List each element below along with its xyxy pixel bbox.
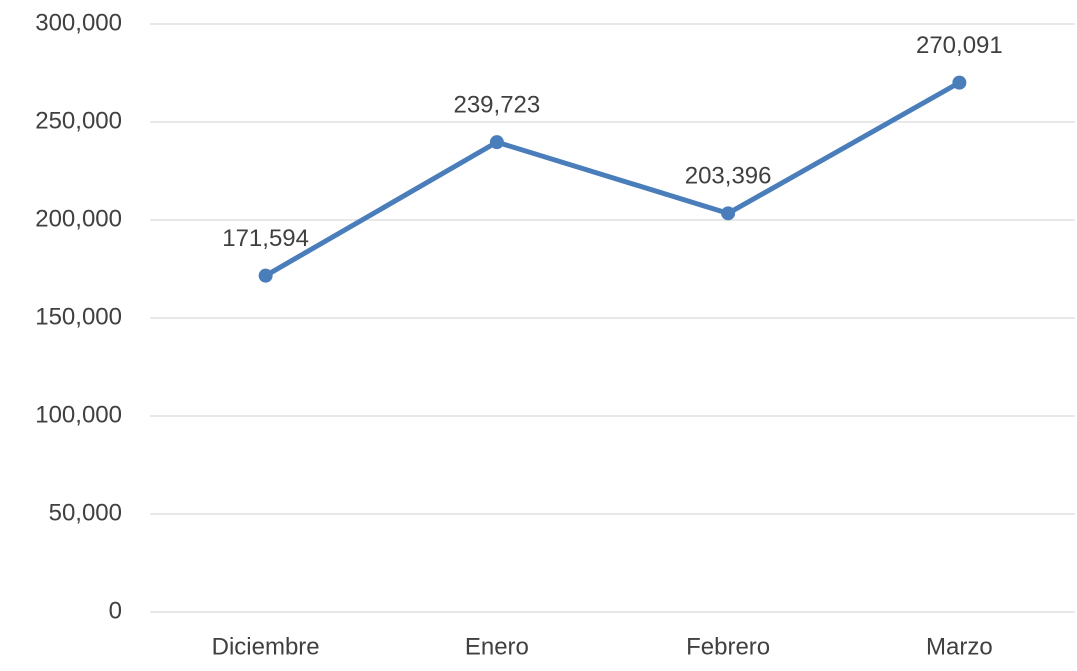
y-tick-label: 200,000 <box>35 205 122 232</box>
data-label: 239,723 <box>453 91 540 118</box>
y-tick-label: 150,000 <box>35 303 122 330</box>
y-tick-label: 300,000 <box>35 9 122 36</box>
data-label: 270,091 <box>916 32 1003 59</box>
x-tick-label: Febrero <box>686 633 770 660</box>
x-tick-label: Enero <box>465 633 529 660</box>
y-tick-label: 250,000 <box>35 107 122 134</box>
x-tick-label: Diciembre <box>212 633 320 660</box>
y-tick-label: 100,000 <box>35 401 122 428</box>
x-tick-label: Marzo <box>926 633 993 660</box>
data-point <box>489 135 504 150</box>
data-label: 203,396 <box>685 163 772 190</box>
y-tick-label: 0 <box>109 597 122 624</box>
data-point <box>952 75 967 90</box>
data-point <box>258 268 273 283</box>
data-point <box>721 206 736 221</box>
data-label: 171,594 <box>222 225 309 252</box>
series-line <box>263 80 962 279</box>
y-tick-label: 50,000 <box>49 499 122 526</box>
